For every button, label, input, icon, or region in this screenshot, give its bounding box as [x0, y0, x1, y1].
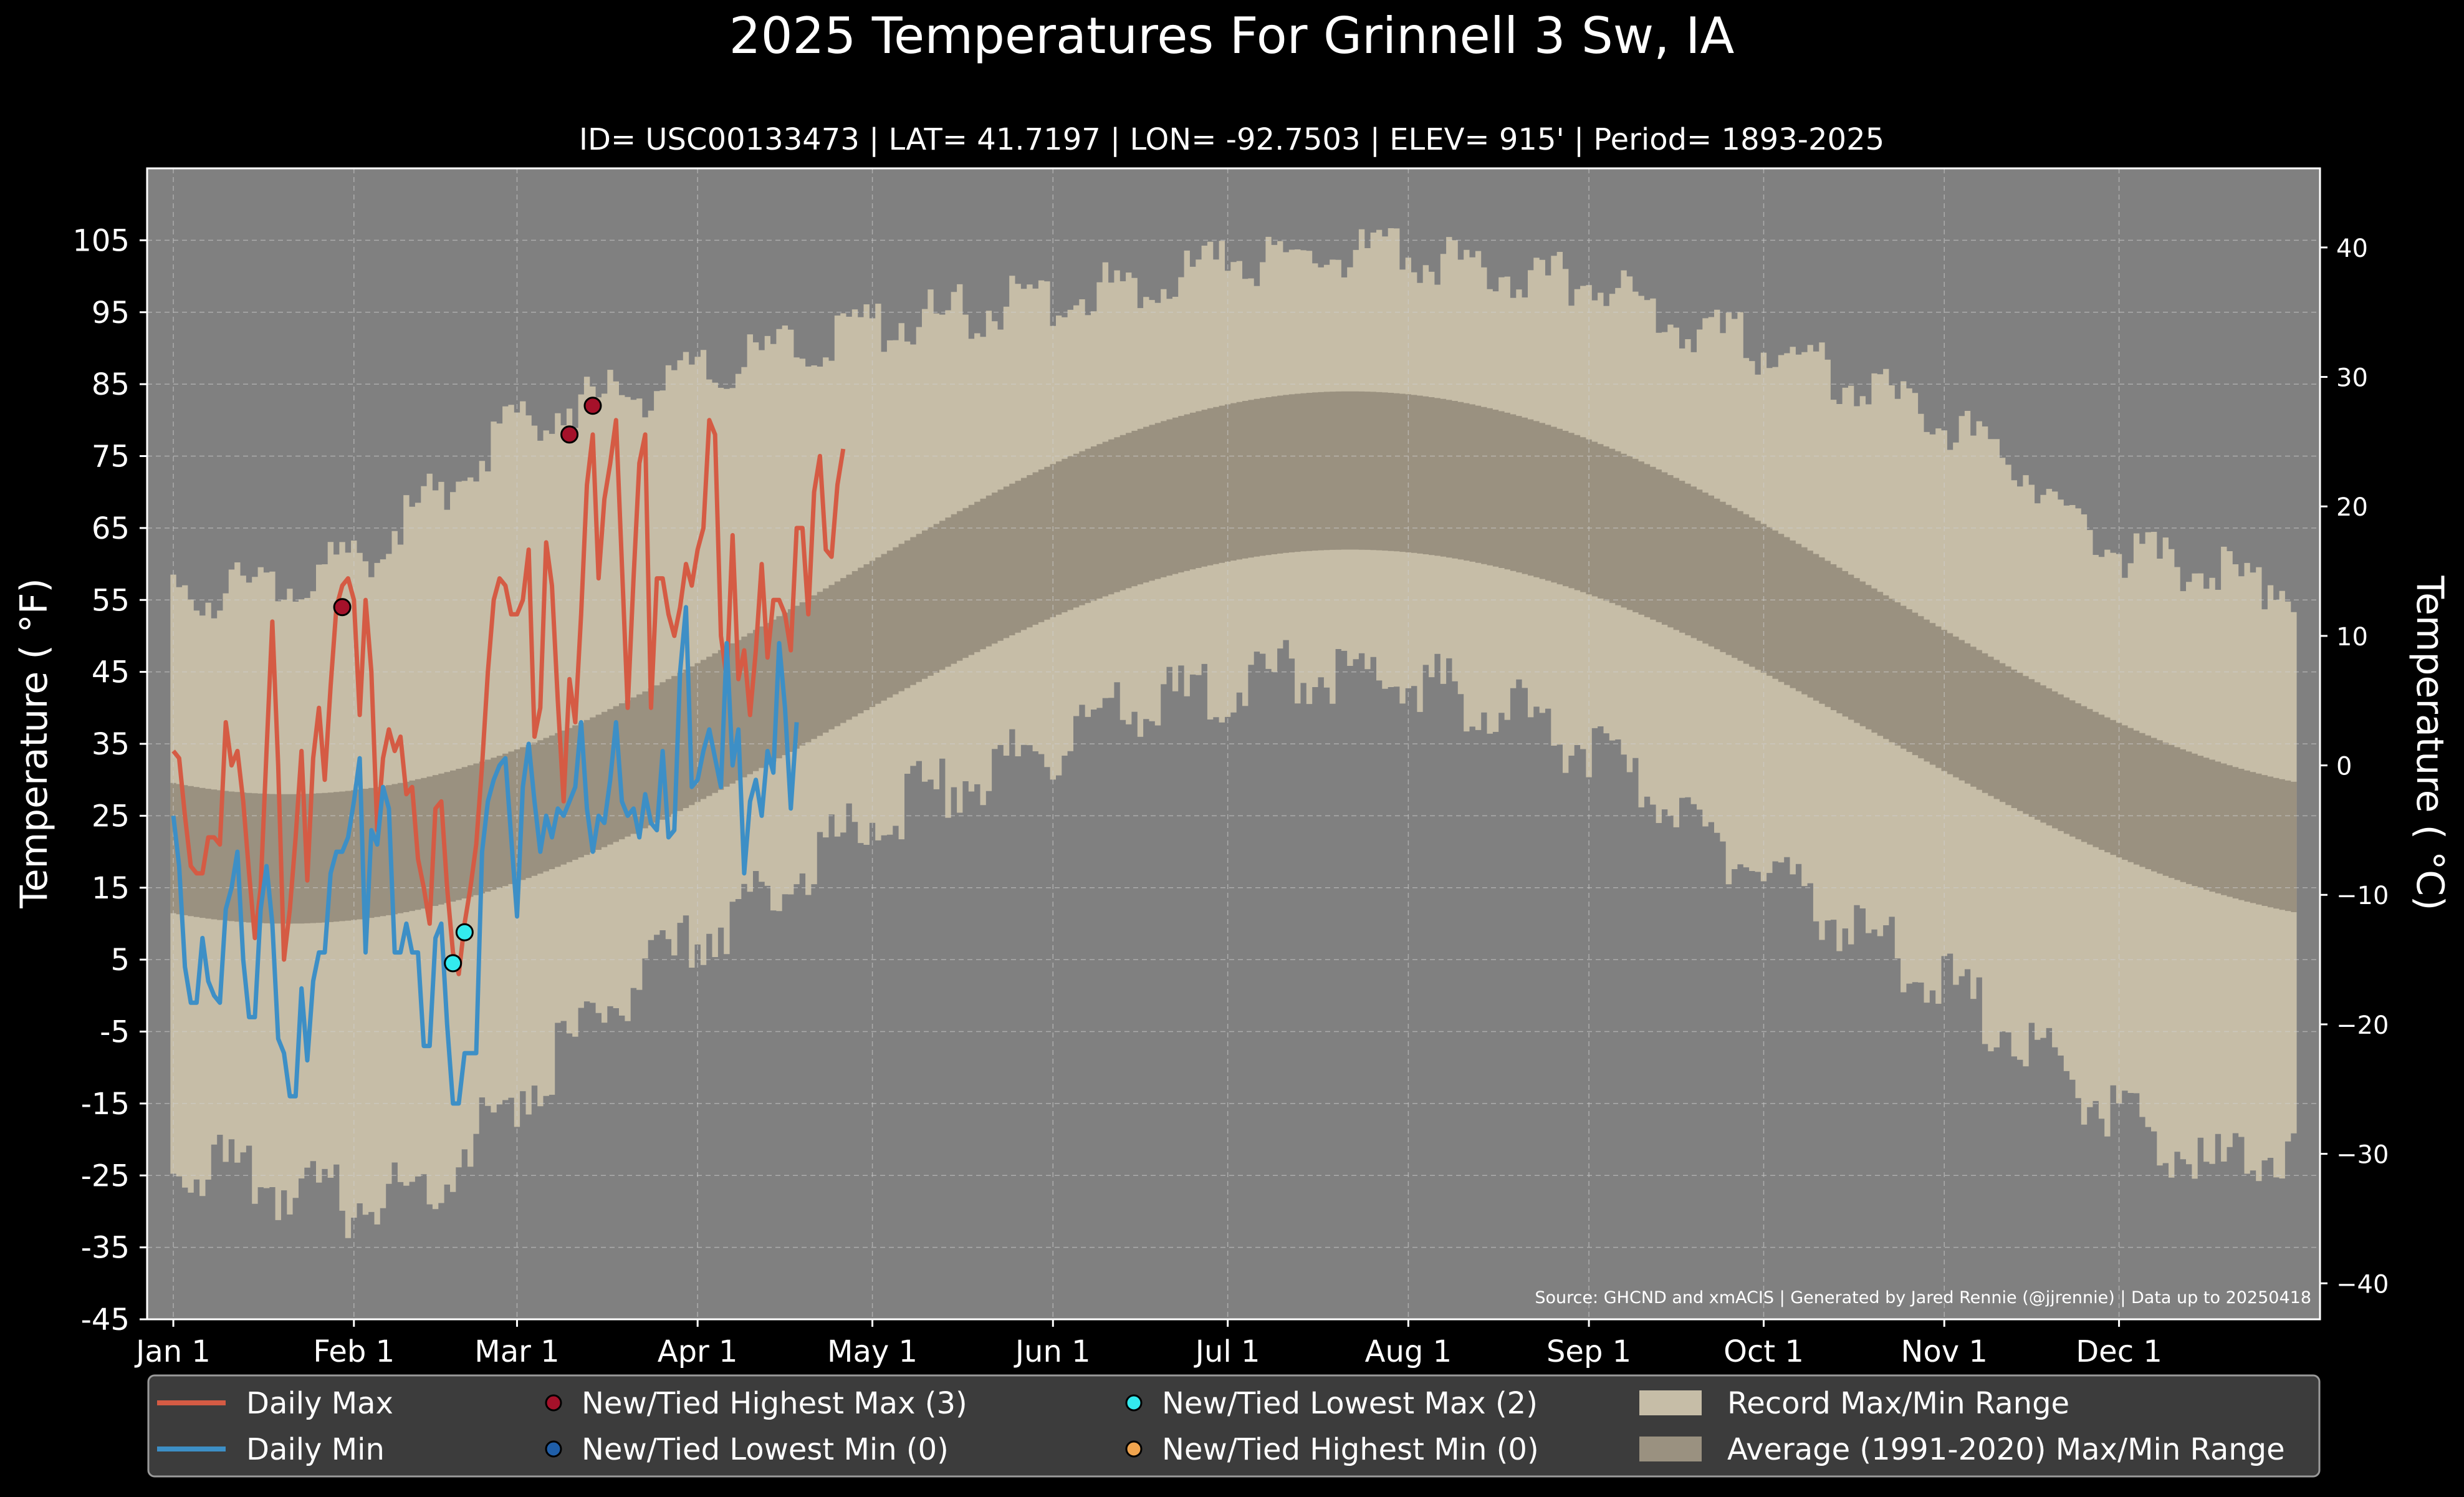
y-tick-label: 105 [72, 223, 130, 258]
record-range-band [170, 228, 2297, 1238]
plot-area: Source: GHCND and xmACIS | Generated by … [72, 167, 2389, 1369]
legend-box [147, 1374, 2321, 1478]
y2-tick-label: −30 [2336, 1141, 2389, 1170]
y2-tick-label: −20 [2336, 1011, 2389, 1040]
legend-label: Average (1991-2020) Max/Min Range [1727, 1432, 2285, 1467]
legend-label: New/Tied Lowest Max (2) [1162, 1386, 1538, 1421]
y-tick-label: -15 [81, 1087, 130, 1122]
legend-dot-swatch [1125, 1394, 1143, 1412]
daily-min-line [171, 605, 799, 1106]
legend-dot-swatch [1125, 1440, 1143, 1458]
lowest-max-marker [444, 954, 463, 973]
y2-tick-label: 20 [2336, 493, 2368, 522]
x-tick-label: Jan 1 [134, 1334, 211, 1369]
y-tick-label: -5 [100, 1015, 130, 1050]
x-tick-label: Aug 1 [1365, 1334, 1452, 1369]
highest-max-marker [583, 397, 602, 415]
legend-label: New/Tied Lowest Min (0) [582, 1432, 949, 1467]
legend-label: Record Max/Min Range [1727, 1386, 2069, 1421]
lowest-max-marker [455, 923, 474, 941]
y-tick-label: 95 [92, 296, 130, 330]
legend-patch-swatch [1639, 1437, 1702, 1461]
y2-tick-label: −10 [2336, 882, 2389, 910]
legend-dot-swatch [545, 1394, 562, 1412]
legend: Daily Max Daily Min New/Tied Highest Max (… [147, 1374, 2321, 1478]
y-tick-label: -45 [81, 1302, 130, 1337]
x-tick-label: Mar 1 [474, 1334, 559, 1369]
x-tick-label: May 1 [827, 1334, 918, 1369]
legend-label: New/Tied Highest Min (0) [1162, 1432, 1539, 1467]
source-annotation: Source: GHCND and xmACIS | Generated by … [1535, 1288, 2311, 1307]
y-tick-label: 45 [92, 655, 130, 690]
legend-patch-swatch [1639, 1390, 1702, 1415]
chart-subtitle: ID= USC00133473 | LAT= 41.7197 | LON= -9… [579, 122, 1884, 157]
highest-max-marker [560, 425, 579, 444]
y-tick-label: 15 [92, 871, 130, 906]
y2-axis-label: Temperature ( °C) [2408, 575, 2452, 911]
y-tick-label: 35 [92, 727, 130, 762]
y-tick-label: 75 [92, 440, 130, 474]
y-axis-label: Temperature ( °F) [12, 578, 56, 909]
y2-tick-label: 0 [2336, 753, 2352, 781]
y-tick-label: 5 [110, 943, 130, 978]
legend-label: Daily Min [246, 1432, 385, 1467]
x-tick-label: Oct 1 [1723, 1334, 1804, 1369]
y-tick-label: 85 [92, 367, 130, 402]
y2-tick-label: 40 [2336, 234, 2368, 263]
y-tick-label: 65 [92, 511, 130, 546]
y2-tick-label: 30 [2336, 364, 2368, 393]
chart-title: 2025 Temperatures For Grinnell 3 Sw, IA [729, 7, 1735, 65]
x-tick-label: Nov 1 [1901, 1334, 1987, 1369]
y-tick-label: 55 [92, 583, 130, 618]
x-tick-label: Apr 1 [658, 1334, 738, 1369]
y2-tick-label: −40 [2336, 1270, 2389, 1299]
legend-label: New/Tied Highest Max (3) [582, 1386, 967, 1421]
x-tick-label: Dec 1 [2076, 1334, 2162, 1369]
normal-range-band [170, 391, 2297, 924]
y-tick-label: -35 [81, 1231, 130, 1266]
y-tick-label: 25 [92, 799, 130, 834]
x-tick-label: Jul 1 [1194, 1334, 1260, 1369]
daily-max-line [171, 418, 846, 976]
highest-max-marker [333, 598, 352, 617]
y2-tick-label: 10 [2336, 623, 2368, 652]
legend-label: Daily Max [246, 1386, 393, 1421]
x-tick-label: Feb 1 [313, 1334, 395, 1369]
legend-dot-swatch [545, 1440, 562, 1458]
x-tick-label: Jun 1 [1014, 1334, 1091, 1369]
y-tick-label: -25 [81, 1158, 130, 1193]
x-tick-label: Sep 1 [1546, 1334, 1631, 1369]
